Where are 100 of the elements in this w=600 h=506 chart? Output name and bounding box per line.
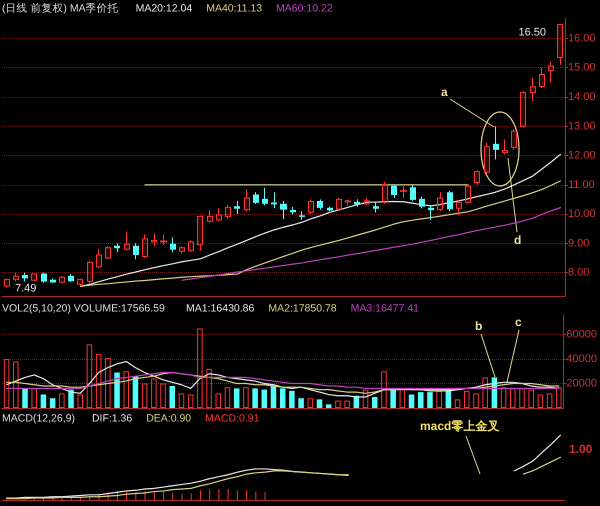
candlestick <box>308 198 314 215</box>
bar <box>77 394 83 408</box>
bar <box>528 390 534 408</box>
bar <box>22 388 28 408</box>
text: MA3:16477.41 <box>350 302 420 314</box>
text: MA20:12.04 <box>136 2 192 14</box>
candlestick <box>474 170 480 186</box>
text: DIF:1.36 <box>92 412 132 424</box>
annotation: 16.50 <box>518 26 546 38</box>
candlestick <box>13 272 19 282</box>
candlestick <box>22 272 28 282</box>
y-tick-label: 14.00 <box>568 91 596 104</box>
bar <box>178 393 184 408</box>
bar <box>40 394 46 408</box>
candlestick <box>484 142 490 174</box>
bar <box>105 358 111 408</box>
line-series <box>181 207 561 281</box>
y-tick-label: 13.00 <box>568 120 596 132</box>
bar <box>123 371 130 408</box>
candlestick <box>142 234 148 258</box>
candlestick <box>317 198 323 210</box>
bar <box>473 393 479 408</box>
candlestick <box>465 184 471 204</box>
candlestick <box>207 209 213 224</box>
annotation: b <box>475 319 482 333</box>
bar <box>114 372 120 408</box>
candlestick <box>68 274 74 282</box>
candlestick <box>354 198 360 208</box>
bar <box>142 384 148 408</box>
candlestick <box>327 206 333 212</box>
bar <box>59 393 65 408</box>
bar <box>96 354 102 408</box>
bar <box>68 390 74 408</box>
bar <box>408 394 414 408</box>
candlestick <box>280 200 287 220</box>
y-tick-label: 16.00 <box>568 32 596 44</box>
candlestick <box>151 232 157 247</box>
bar <box>13 362 19 408</box>
y-tick-label: 40000 <box>566 353 598 366</box>
bar <box>381 371 387 408</box>
candlestick <box>400 186 407 198</box>
line-series <box>6 372 560 390</box>
bar <box>316 399 322 408</box>
bar <box>538 394 544 408</box>
bar <box>519 388 525 408</box>
bar <box>390 388 396 408</box>
annotation: c <box>515 315 522 329</box>
candlestick <box>234 200 240 215</box>
bar <box>436 390 442 408</box>
y-tick-label: 12.00 <box>568 150 596 162</box>
candlestick <box>530 77 536 102</box>
candlestick <box>456 200 462 216</box>
candlestick <box>124 231 130 252</box>
bar <box>454 399 460 408</box>
bar <box>372 396 378 408</box>
bar <box>132 376 138 408</box>
candlestick <box>59 276 65 284</box>
bar <box>326 404 332 408</box>
line-series <box>6 372 560 394</box>
bar <box>298 398 304 408</box>
candlestick <box>160 234 167 246</box>
candlestick <box>410 184 416 202</box>
bar <box>289 390 295 408</box>
candlestick <box>428 204 434 220</box>
bar <box>400 388 406 408</box>
bar <box>270 386 276 408</box>
text: macd零上金叉 <box>420 419 500 433</box>
bar <box>344 400 350 408</box>
y-tick-label: 20000 <box>566 378 598 390</box>
line-series <box>6 360 560 398</box>
candlestick <box>77 278 83 286</box>
chart-title: (日线 前复权) MA季价托 <box>2 2 119 14</box>
bar <box>151 378 157 408</box>
bar <box>280 388 286 408</box>
bar <box>427 392 433 408</box>
bar <box>206 368 212 408</box>
y-tick-label: 60000 <box>566 328 598 341</box>
text: MA60:10.22 <box>276 2 333 14</box>
bar <box>482 377 488 408</box>
text: MA1:16430.86 <box>186 302 255 314</box>
y-tick-label: 10.00 <box>568 208 596 220</box>
y-tick-label: 15.00 <box>568 62 596 74</box>
candlestick <box>299 210 305 220</box>
bar <box>418 392 424 408</box>
text: MA2:17850.78 <box>268 302 337 314</box>
candlestick <box>364 197 370 206</box>
bar <box>362 390 368 408</box>
candlestick <box>188 240 194 253</box>
candlestick <box>133 242 139 260</box>
bar <box>234 388 240 408</box>
candlestick <box>179 246 185 254</box>
candlestick <box>520 90 526 128</box>
candlestick <box>373 202 379 214</box>
bar <box>50 398 56 408</box>
text: MA40:11.13 <box>206 2 262 14</box>
candlestick <box>253 192 259 204</box>
candlestick <box>262 187 268 206</box>
bar <box>160 384 166 408</box>
bar <box>556 387 562 408</box>
candlestick <box>447 190 453 212</box>
